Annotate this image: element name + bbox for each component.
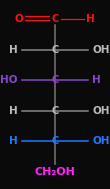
Text: C: C xyxy=(51,75,59,85)
Text: C: C xyxy=(51,136,59,146)
Text: H: H xyxy=(9,106,18,115)
Text: H: H xyxy=(92,75,101,85)
Text: H: H xyxy=(9,45,18,55)
Text: CH₂OH: CH₂OH xyxy=(35,167,75,177)
Text: C: C xyxy=(51,14,59,24)
Text: OH: OH xyxy=(92,136,110,146)
Text: C: C xyxy=(51,45,59,55)
Text: OH: OH xyxy=(92,106,110,115)
Text: OH: OH xyxy=(92,45,110,55)
Text: HO: HO xyxy=(0,75,18,85)
Text: C: C xyxy=(51,106,59,115)
Text: H: H xyxy=(86,14,95,24)
Text: O: O xyxy=(14,14,23,24)
Text: H: H xyxy=(9,136,18,146)
